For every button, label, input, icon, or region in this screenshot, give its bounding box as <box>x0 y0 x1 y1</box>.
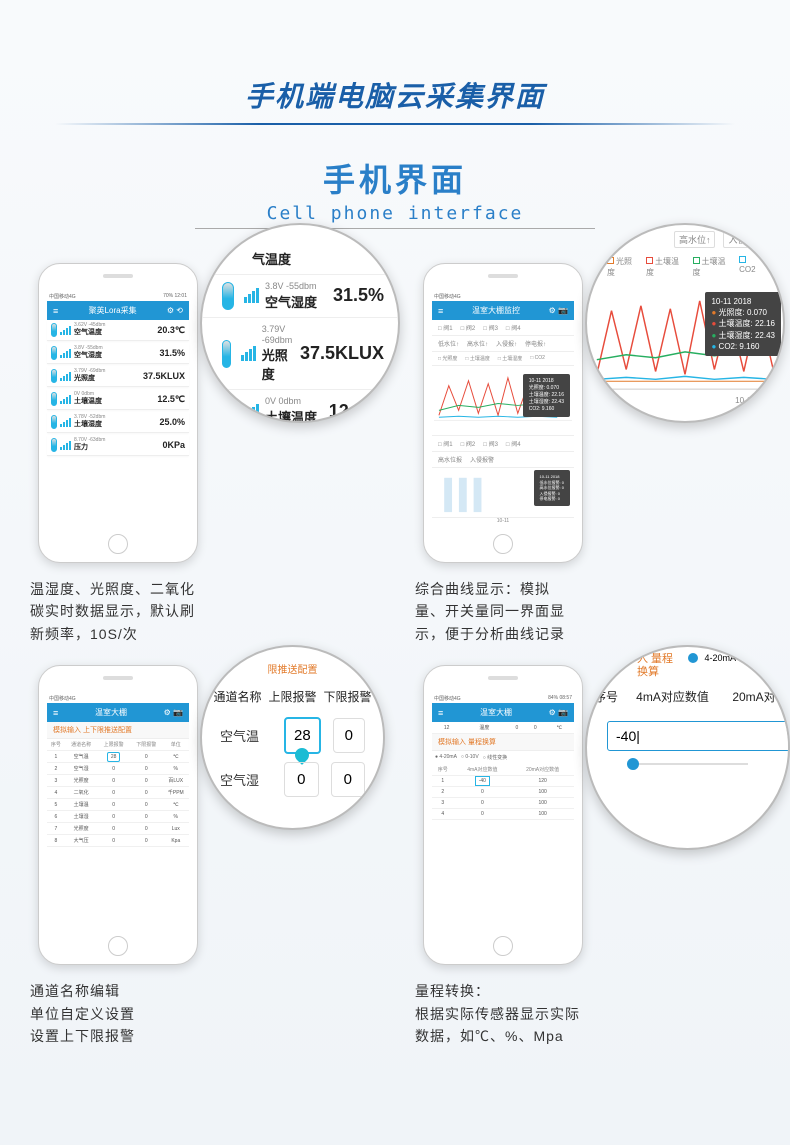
caption-3: 通道名称编辑单位自定义设置设置上下限报警 <box>30 980 375 1047</box>
signal-icon <box>60 441 71 450</box>
alarm-row[interactable]: 空气湿 0 0 <box>202 758 383 801</box>
thermometer-icon <box>222 282 234 310</box>
zoom-cols: 通道名称 上限报警 下限报警 <box>202 676 383 713</box>
lower-limit-input[interactable]: 0 <box>331 762 366 797</box>
caption-4: 量程转换：根据实际传感器显示实际数据，如℃、%、Mpa <box>415 980 760 1047</box>
sensor-row[interactable]: 3.78V -52dbm土壤湿度 25.0% <box>47 412 189 433</box>
sensor-row[interactable]: 3.79V -69dbm光照度 37.5KLUX <box>202 318 398 391</box>
signal-icon <box>60 395 71 404</box>
thermometer-icon <box>51 392 57 406</box>
signal-icon <box>60 326 71 335</box>
signal-radios[interactable]: 4-20mA 0-10V <box>688 653 782 663</box>
sensor-row[interactable]: 0V 0dbm土壤温度 12.5℃ <box>202 390 398 423</box>
sensor-row[interactable]: 3.8V -55dbm空气湿度 31.5% <box>47 343 189 364</box>
range-min-input[interactable] <box>607 721 790 751</box>
app-title: 温室大棚 <box>480 707 512 718</box>
section-header: 模拟输入 上下限推送配置 <box>47 722 189 739</box>
settings-icon[interactable]: ⚙ 📷 <box>549 306 568 315</box>
app-title: 温室大棚监控 <box>472 305 520 316</box>
cell-range-config: 中国移动4G84% 08:57 ≡ 温室大棚 ⚙ 📷 12温度00℃ 模拟输入 … <box>415 665 760 1047</box>
phone-frame: 中国移动4G ≡ 温室大棚 ⚙ 📷 模拟输入 上下限推送配置 序号通道名称上限报… <box>38 665 198 965</box>
app-header: ≡ 温室大棚 ⚙ 📷 <box>432 703 574 722</box>
thermometer-icon <box>51 346 57 360</box>
x-axis-label: 10-112018 <box>735 396 755 414</box>
cell-chart: 中国移动4G ≡ 温室大棚监控 ⚙ 📷 □ 阀1□ 阀2□ 阀3□ 阀4 低水位… <box>415 263 760 645</box>
range-top-row: 12温度00℃ <box>432 722 574 734</box>
subtitle-divider <box>195 228 595 229</box>
zoom-tooltip: 10-11 2018● 光照度: 0.070● 土壤温度: 22.16● 土壤湿… <box>705 292 781 356</box>
thermometer-icon <box>51 323 57 337</box>
valve-tabs-2[interactable]: □ 阀1□ 阀2□ 阀3□ 阀4 <box>432 436 574 452</box>
settings-icon[interactable]: ⚙ 📷 <box>164 708 183 717</box>
signal-icon <box>60 372 71 381</box>
zoom-lens-3: 限推送配置 通道名称 上限报警 下限报警 空气温 28 0 空气湿 0 0 <box>200 645 385 830</box>
app-header: ≡ 温室大棚监控 ⚙ 📷 <box>432 301 574 320</box>
chart-tooltip: 10-11 2018 光照度: 0.070 土壤温度: 22.16 土壤湿度: … <box>523 374 570 417</box>
caption-1: 温湿度、光照度、二氧化碳实时数据显示，默认刷新频率，10S/次 <box>30 578 375 645</box>
status-bar: 中国移动4G84% 08:57 <box>432 694 574 703</box>
thermometer-icon <box>51 369 57 383</box>
sensor-row[interactable]: 3.62V -45dbm空气温度 20.3℃ <box>47 320 189 341</box>
subtitle-en: Cell phone interface <box>0 203 790 224</box>
lower-limit-input[interactable]: 0 <box>333 718 365 753</box>
status-bar: 中国移动4G70% 12:01 <box>47 292 189 301</box>
zoom-tabs[interactable]: 高水位↑入侵报↑ <box>587 225 783 254</box>
chart-legend: □ 光照度□ 土壤温度□ 土壤湿度□ CO2 <box>432 352 574 366</box>
signal-icon <box>241 346 256 361</box>
thermometer-icon <box>222 397 234 423</box>
section-header: 模拟输入 量程换算 <box>432 734 574 751</box>
subtitle-cn: 手机界面 <box>0 155 790 201</box>
alarm-tabs[interactable]: 低水位↑高水位↑入侵报↑停电报↑ <box>432 336 574 352</box>
zoom-lens-4: 入 量程换算 4-20mA 0-10V 序号 4mA对应数值 20mA对 120 <box>585 645 790 850</box>
phone-frame: 中国移动4G ≡ 温室大棚监控 ⚙ 📷 □ 阀1□ 阀2□ 阀3□ 阀4 低水位… <box>423 263 583 563</box>
range-table[interactable]: 序号4mA对应数值20mA对应数值 1-40120201003010040100 <box>432 764 574 820</box>
menu-icon[interactable]: ≡ <box>438 708 443 718</box>
title-divider <box>55 123 735 125</box>
sensor-row[interactable]: 3.8V -55dbm空气湿度 31.5% <box>202 275 398 318</box>
cell-alarm-config: 中国移动4G ≡ 温室大棚 ⚙ 📷 模拟输入 上下限推送配置 序号通道名称上限报… <box>30 665 375 1047</box>
app-header: ≡ 温室大棚 ⚙ 📷 <box>47 703 189 722</box>
app-title: 温室大棚 <box>95 707 127 718</box>
menu-icon[interactable]: ≡ <box>53 708 58 718</box>
zoom-header: 限推送配置 <box>202 661 383 676</box>
sensor-row[interactable]: 0V 0dbm土壤温度 12.5℃ <box>47 389 189 410</box>
signal-icon <box>244 288 259 303</box>
bar-chart[interactable]: 10-11 2018 低水位报警: 0 高水位报警: 0 入侵报警: 0 停电报… <box>432 468 574 518</box>
zoom-lens-1: 气温度 3.8V -55dbm空气湿度 31.5% 3.79V -69dbm光照… <box>200 223 400 423</box>
thermometer-icon <box>222 340 231 368</box>
line-chart[interactable]: 10-11 2018 光照度: 0.070 土壤温度: 22.16 土壤湿度: … <box>432 366 574 436</box>
phone-frame: 中国移动4G70% 12:01 ≡ 聚英Lora采集 ⚙ ⟲ 3.62V -45… <box>38 263 198 563</box>
status-bar: 中国移动4G <box>432 292 574 301</box>
zoom-legend: 光照度土壤温度土壤温度CO2 <box>587 254 783 280</box>
valve-tabs[interactable]: □ 阀1□ 阀2□ 阀3□ 阀4 <box>432 320 574 336</box>
status-tooltip: 10-11 2018 低水位报警: 0 高水位报警: 0 入侵报警: 0 停电报… <box>534 470 570 506</box>
app-title: 聚英Lora采集 <box>89 305 137 316</box>
menu-icon[interactable]: ≡ <box>438 306 443 316</box>
upper-limit-input[interactable]: 0 <box>284 762 319 797</box>
settings-icon[interactable]: ⚙ 📷 <box>549 708 568 717</box>
app-header: ≡ 聚英Lora采集 ⚙ ⟲ <box>47 301 189 320</box>
alarm-table[interactable]: 序号通道名称上限报警下限报警单位 1空气温280℃2空气湿00%3光照度00百L… <box>47 739 189 847</box>
sensor-row[interactable]: 3.79V -69dbm光照度 37.5KLUX <box>47 366 189 387</box>
thermometer-icon <box>51 415 57 429</box>
main-title: 手机端电脑云采集界面 <box>0 0 790 115</box>
zoom-lens-2: 高水位↑入侵报↑ 光照度土壤温度土壤温度CO2 10-11 2018● 光照度:… <box>585 223 785 423</box>
zoom-cols: 序号 4mA对应数值 20mA对 <box>587 680 788 713</box>
signal-icon <box>60 418 71 427</box>
alarm-tabs-2[interactable]: 高水位报入侵报警 <box>432 452 574 468</box>
phone-frame: 中国移动4G84% 08:57 ≡ 温室大棚 ⚙ 📷 12温度00℃ 模拟输入 … <box>423 665 583 965</box>
sensor-row[interactable]: 8.70V -63dbm压力 0KPa <box>47 435 189 456</box>
signal-type-radios[interactable]: ● 4-20mA○ 0-10V○ 线性变换 <box>432 751 574 764</box>
upper-limit-input[interactable]: 28 <box>284 717 321 754</box>
menu-icon[interactable]: ≡ <box>53 306 58 316</box>
alarm-row[interactable]: 空气温 28 0 <box>202 713 383 758</box>
thermometer-icon <box>51 438 57 452</box>
signal-icon <box>244 404 259 419</box>
settings-icon[interactable]: ⚙ ⟲ <box>167 306 183 315</box>
cell-sensor-list: 中国移动4G70% 12:01 ≡ 聚英Lora采集 ⚙ ⟲ 3.62V -45… <box>30 263 375 645</box>
signal-icon <box>60 349 71 358</box>
status-bar: 中国移动4G <box>47 694 189 703</box>
caption-2: 综合曲线显示：模拟量、开关量同一界面显示，便于分析曲线记录 <box>415 578 760 645</box>
